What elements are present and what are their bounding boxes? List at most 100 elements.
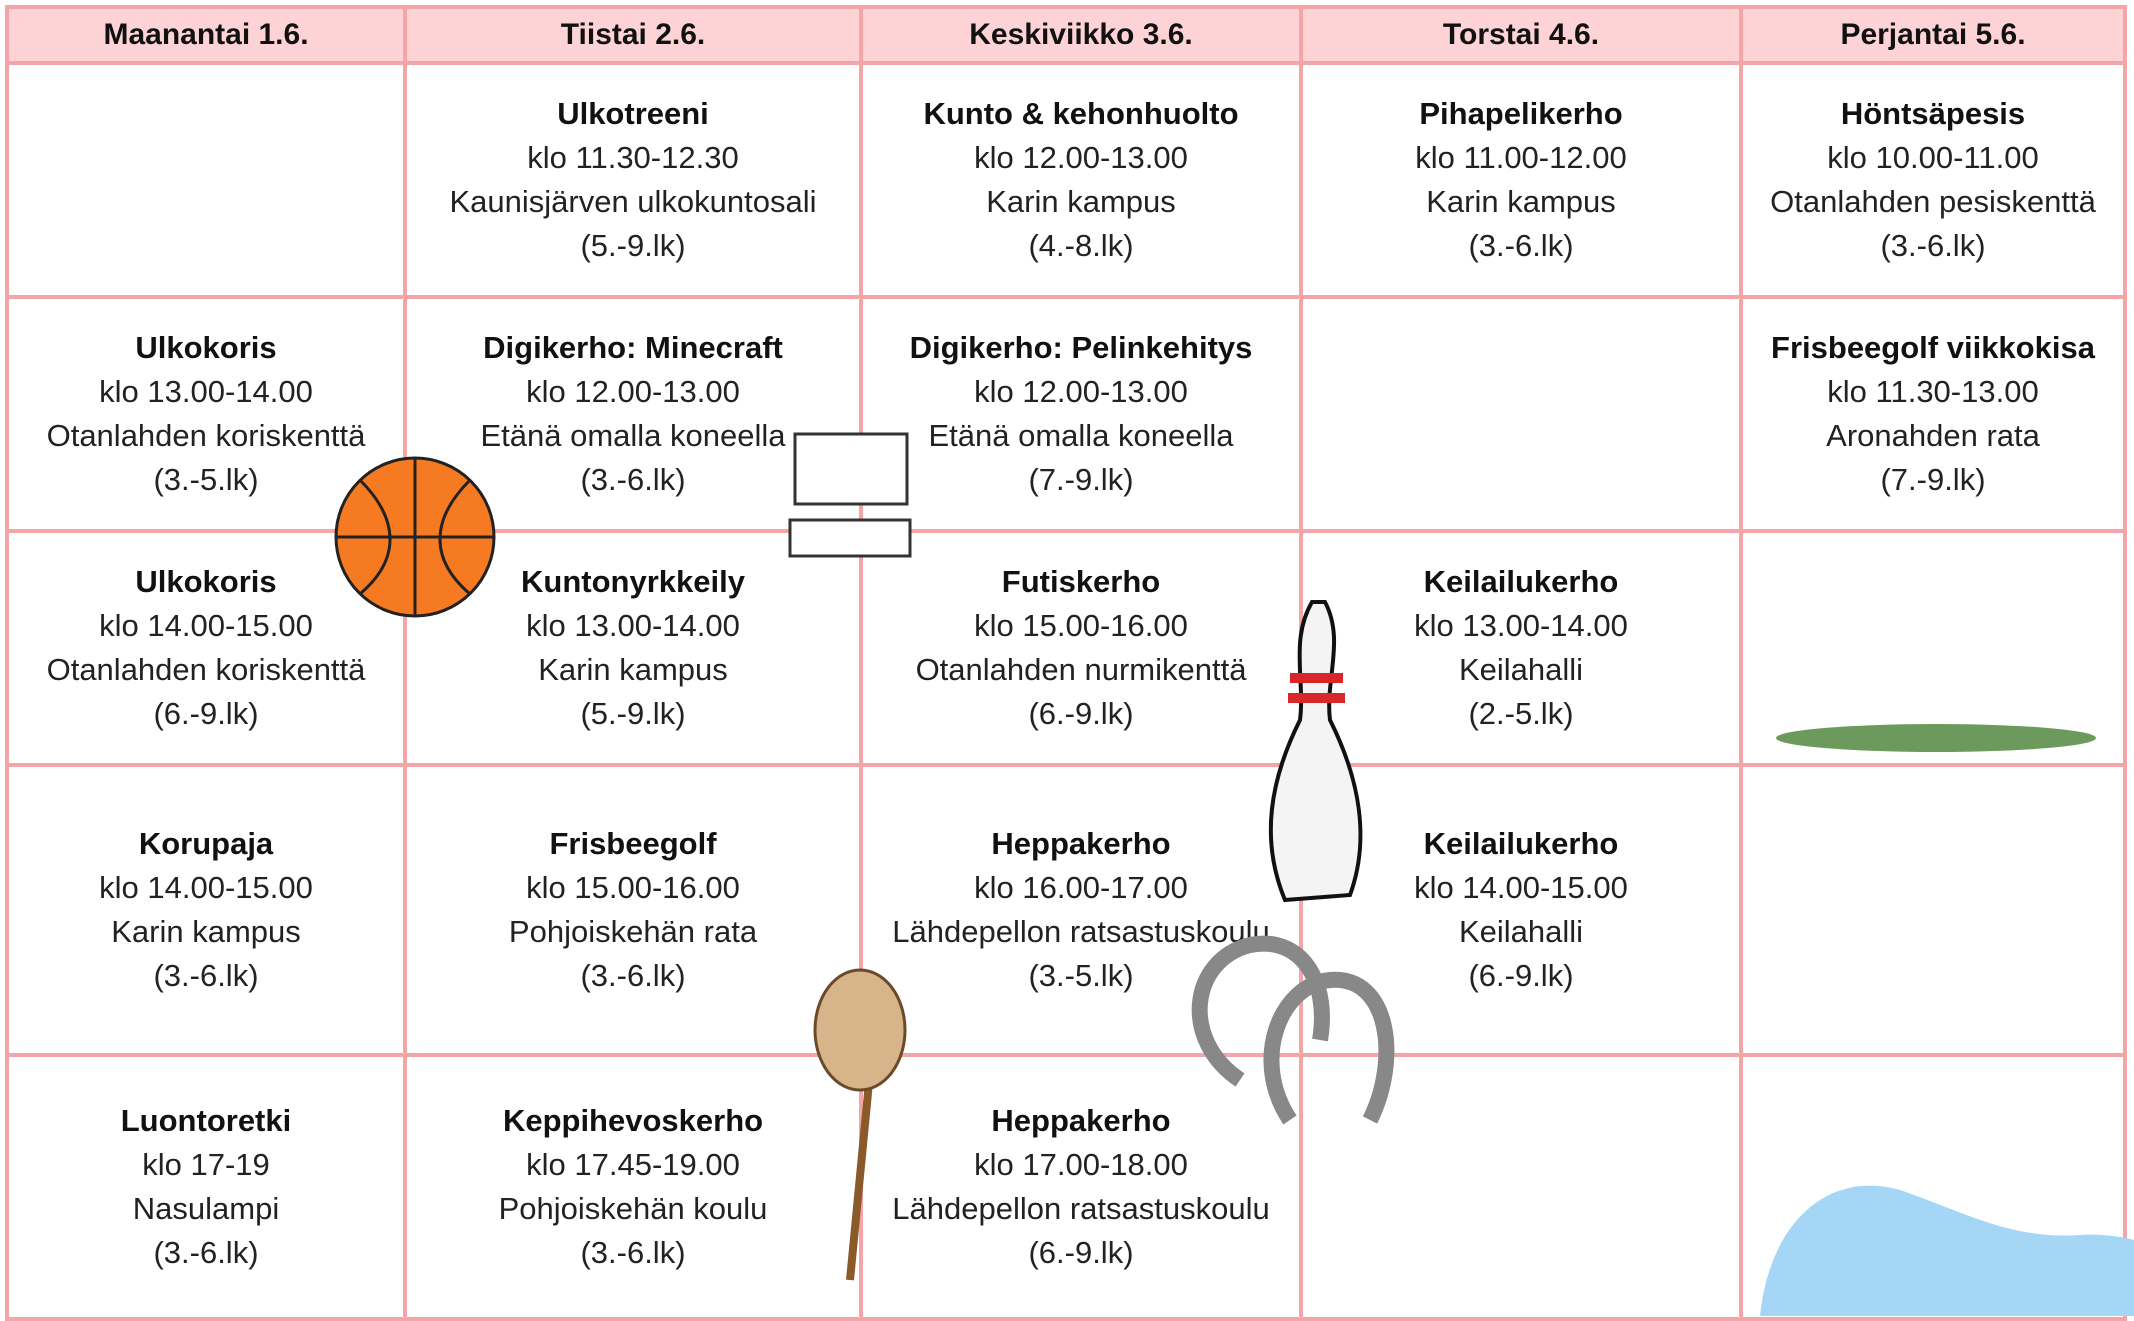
activity-grade: (3.-6.lk)	[580, 1235, 686, 1270]
activity-place: Otanlahden pesiskenttä	[1770, 184, 2096, 219]
activity-time: klo 12.00-13.00	[974, 374, 1188, 409]
activity-place: Keilahalli	[1458, 914, 1584, 949]
activity-cell: Kuntonyrkkeily klo 13.00-14.00 Karin kampu…	[407, 533, 859, 763]
activity-place: Lähdepellon ratsastuskoulu	[892, 914, 1270, 949]
empty-cell	[1743, 767, 2123, 1053]
activity-title: Heppakerho	[991, 1103, 1171, 1138]
activity-grade: (6.-9.lk)	[1468, 958, 1574, 993]
activity-time: klo 12.00-13.00	[974, 140, 1188, 175]
activity-cell: Frisbeegolf klo 15.00-16.00 Pohjoiskehän r…	[407, 767, 859, 1053]
activity-time: klo 14.00-15.00	[99, 870, 313, 905]
activity-place: Otanlahden koriskenttä	[46, 418, 366, 453]
activity-time: klo 13.00-14.00	[526, 608, 740, 643]
activity-grade: (3.-6.lk)	[1880, 228, 1986, 263]
activity-time: klo 13.00-14.00	[99, 374, 313, 409]
activity-title: Frisbeegolf viikkokisa	[1771, 330, 2095, 365]
activity-cell: Ulkotreeni klo 11.30-12.30 Kaunisjärven ul…	[407, 65, 859, 295]
empty-cell	[1303, 1057, 1739, 1317]
activity-time: klo 17.00-18.00	[974, 1147, 1188, 1182]
activity-title: Digikerho: Minecraft	[483, 330, 783, 365]
activity-cell: Ulkokoris klo 14.00-15.00 Otanlahden koris…	[9, 533, 403, 763]
day-header: Perjantai 5.6.	[1743, 9, 2123, 61]
activity-place: Karin kampus	[1426, 184, 1616, 219]
activity-title: Kunto & kehonhuolto	[923, 96, 1239, 131]
activity-time: klo 16.00-17.00	[974, 870, 1188, 905]
activity-cell: Keppihevoskerho klo 17.45-19.00 Pohjoiskeh…	[407, 1057, 859, 1317]
activity-grade: (3.-6.lk)	[580, 958, 686, 993]
activity-grade: (3.-5.lk)	[153, 462, 259, 497]
activity-time: klo 15.00-16.00	[526, 870, 740, 905]
activity-grade: (6.-9.lk)	[1028, 1235, 1134, 1270]
activity-time: klo 14.00-15.00	[1414, 870, 1628, 905]
activity-place: Kaunisjärven ulkokuntosali	[449, 184, 817, 219]
activity-grade: (6.-9.lk)	[153, 696, 259, 731]
activity-title: Keppihevoskerho	[502, 1103, 764, 1138]
activity-cell: Luontoretki klo 17-19 Nasulampi (3.-6.lk)	[9, 1057, 403, 1317]
activity-cell: Keilailukerho klo 13.00-14.00 Keilahalli (2…	[1303, 533, 1739, 763]
activity-title: Heppakerho	[991, 826, 1171, 861]
activity-grade: (3.-6.lk)	[1468, 228, 1574, 263]
empty-cell	[1303, 299, 1739, 529]
activity-time: klo 11.30-13.00	[1827, 374, 2039, 409]
activity-grade: (7.-9.lk)	[1880, 462, 1986, 497]
activity-place: Keilahalli	[1458, 652, 1584, 687]
activity-time: klo 11.00-12.00	[1415, 140, 1627, 175]
activity-grade: (2.-5.lk)	[1468, 696, 1574, 731]
activity-time: klo 13.00-14.00	[1414, 608, 1628, 643]
activity-title: Kuntonyrkkeily	[521, 564, 745, 599]
activity-cell: Keilailukerho klo 14.00-15.00 Keilahalli (6…	[1303, 767, 1739, 1053]
activity-grade: (3.-6.lk)	[580, 462, 686, 497]
activity-place: Otanlahden koriskenttä	[46, 652, 366, 687]
empty-cell	[1743, 533, 2123, 763]
activity-title: Frisbeegolf	[549, 826, 717, 861]
activity-cell: Futiskerho klo 15.00-16.00 Otanlahden nurm…	[863, 533, 1299, 763]
activity-time: klo 10.00-11.00	[1827, 140, 2039, 175]
activity-place: Pohjoiskehän rata	[508, 914, 758, 949]
empty-cell	[1743, 1057, 2123, 1317]
activity-grade: (5.-9.lk)	[580, 696, 686, 731]
activity-cell: Höntsäpesis klo 10.00-11.00 Otanlahden pes…	[1743, 65, 2123, 295]
activity-title: Ulkokoris	[135, 330, 277, 365]
activity-place: Karin kampus	[111, 914, 301, 949]
activity-title: Pihapelikerho	[1419, 96, 1623, 131]
activity-place: Etänä omalla koneella	[928, 418, 1234, 453]
activity-grade: (3.-5.lk)	[1028, 958, 1134, 993]
activity-title: Korupaja	[138, 826, 274, 861]
activity-time: klo 17.45-19.00	[526, 1147, 740, 1182]
activity-grade: (3.-6.lk)	[153, 1235, 259, 1270]
activity-cell: Kunto & kehonhuolto klo 12.00-13.00 Karin …	[863, 65, 1299, 295]
activity-place: Aronahden rata	[1826, 418, 2040, 453]
activity-place: Karin kampus	[986, 184, 1176, 219]
day-header: Tiistai 2.6.	[407, 9, 859, 61]
activity-cell: Digikerho: Minecraft klo 12.00-13.00 Etänä…	[407, 299, 859, 529]
activity-place: Etänä omalla koneella	[480, 418, 786, 453]
activity-grade: (5.-9.lk)	[580, 228, 686, 263]
activity-title: Digikerho: Pelinkehitys	[909, 330, 1253, 365]
activity-place: Lähdepellon ratsastuskoulu	[892, 1191, 1270, 1226]
activity-cell: Digikerho: Pelinkehitys klo 12.00-13.00 Et…	[863, 299, 1299, 529]
day-header: Torstai 4.6.	[1303, 9, 1739, 61]
activity-grade: (7.-9.lk)	[1028, 462, 1134, 497]
activity-time: klo 11.30-12.30	[527, 140, 739, 175]
activity-title: Luontoretki	[120, 1103, 292, 1138]
activity-title: Futiskerho	[1001, 564, 1161, 599]
activity-cell: Heppakerho klo 17.00-18.00 Lähdepellon rat…	[863, 1057, 1299, 1317]
activity-grade: (4.-8.lk)	[1028, 228, 1134, 263]
activity-place: Nasulampi	[132, 1191, 280, 1226]
activity-title: Keilailukerho	[1423, 826, 1619, 861]
activity-cell: Heppakerho klo 16.00-17.00 Lähdepellon rat…	[863, 767, 1299, 1053]
activity-time: klo 17-19	[142, 1147, 270, 1182]
activity-grade: (6.-9.lk)	[1028, 696, 1134, 731]
activity-title: Ulkokoris	[135, 564, 277, 599]
day-header: Keskiviikko 3.6.	[863, 9, 1299, 61]
activity-cell: Pihapelikerho klo 11.00-12.00 Karin kampus…	[1303, 65, 1739, 295]
empty-cell	[9, 65, 403, 295]
activity-time: klo 14.00-15.00	[99, 608, 313, 643]
activity-grade: (3.-6.lk)	[153, 958, 259, 993]
day-header: Maanantai 1.6.	[9, 9, 403, 61]
activity-place: Otanlahden nurmikenttä	[915, 652, 1247, 687]
activity-cell: Korupaja klo 14.00-15.00 Karin kampus (3.-6…	[9, 767, 403, 1053]
activity-title: Keilailukerho	[1423, 564, 1619, 599]
activity-place: Karin kampus	[538, 652, 728, 687]
